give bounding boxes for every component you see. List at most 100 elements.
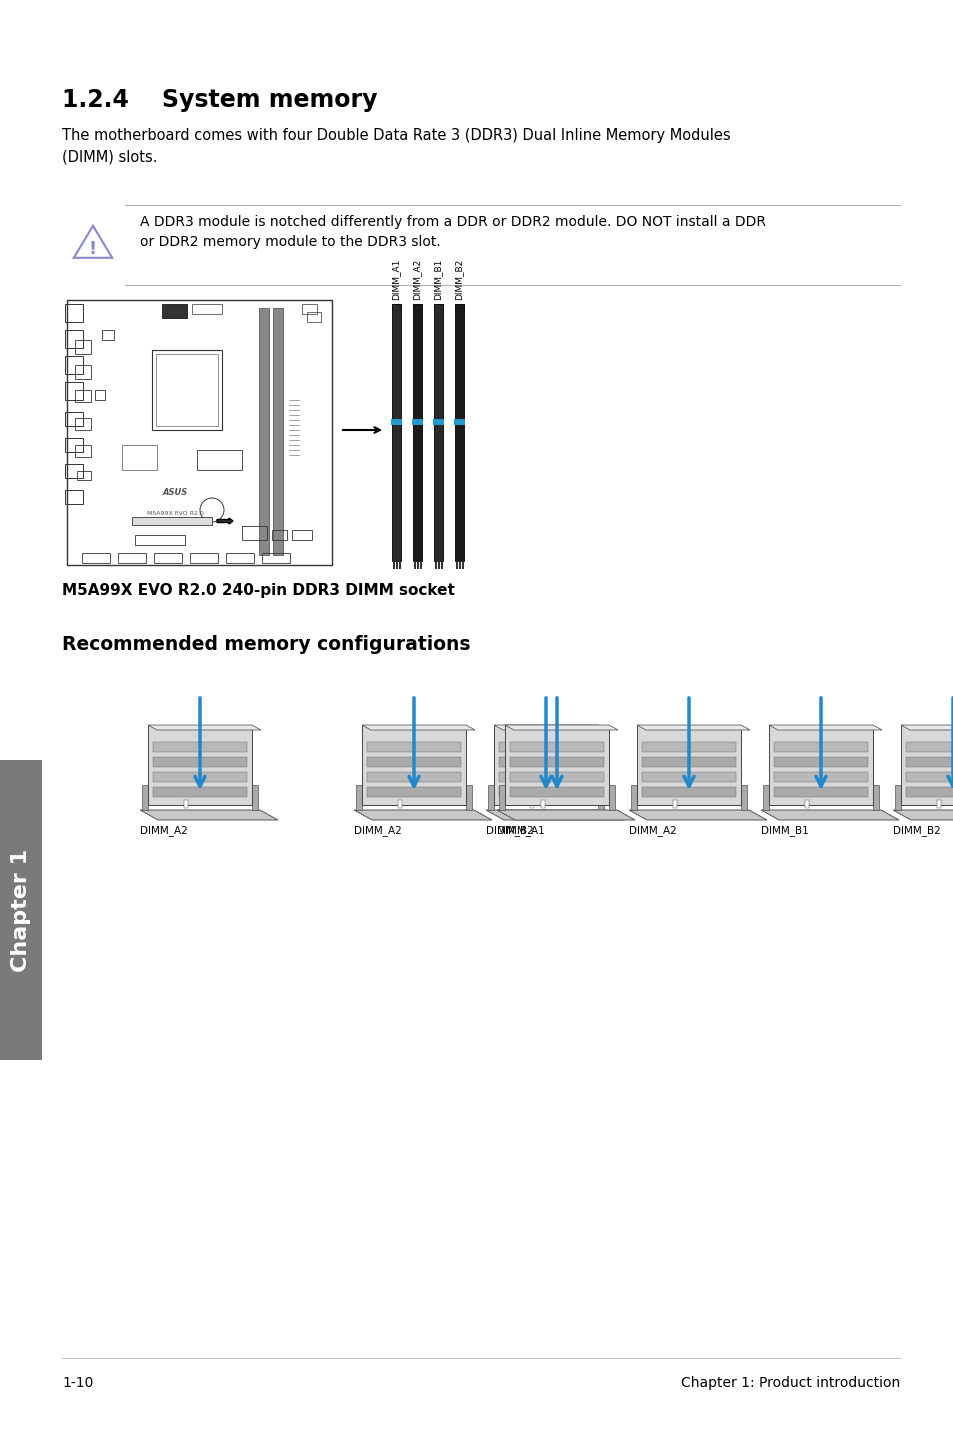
Text: DIMM_B2: DIMM_B2	[485, 825, 533, 835]
Bar	[82, 554, 110, 564]
Bar	[413, 303, 421, 561]
Bar	[673, 800, 677, 808]
Bar	[641, 787, 735, 797]
Polygon shape	[494, 725, 606, 731]
Bar	[530, 800, 534, 808]
Bar	[292, 531, 312, 541]
Text: DIMM_B1: DIMM_B1	[760, 825, 808, 835]
Polygon shape	[148, 725, 261, 731]
Bar	[414, 561, 416, 569]
Bar	[192, 303, 222, 313]
Bar	[102, 329, 113, 339]
Polygon shape	[892, 810, 953, 820]
Text: DIMM_B1: DIMM_B1	[433, 259, 442, 301]
Bar	[65, 413, 83, 426]
Bar	[905, 772, 953, 782]
Polygon shape	[497, 810, 635, 820]
Text: DIMM_A2: DIMM_A2	[140, 825, 188, 835]
Text: 1-10: 1-10	[62, 1376, 93, 1391]
Bar	[307, 312, 320, 322]
Polygon shape	[598, 785, 603, 810]
Bar	[498, 756, 593, 766]
Bar	[498, 772, 593, 782]
Bar	[455, 303, 463, 311]
Bar	[367, 756, 460, 766]
Bar	[456, 561, 457, 569]
Text: DIMM_B2: DIMM_B2	[892, 825, 940, 835]
Bar	[419, 561, 421, 569]
Polygon shape	[900, 725, 953, 731]
Polygon shape	[148, 725, 252, 805]
Bar	[413, 303, 421, 311]
Bar	[398, 561, 400, 569]
Bar	[393, 561, 395, 569]
Bar	[773, 742, 867, 752]
Bar	[258, 308, 269, 555]
Bar	[262, 554, 290, 564]
Polygon shape	[488, 785, 494, 810]
Polygon shape	[760, 810, 898, 820]
Bar	[437, 561, 439, 569]
Bar	[65, 303, 83, 322]
Bar	[118, 554, 146, 564]
Bar	[435, 561, 436, 569]
Text: The motherboard comes with four Double Data Rate 3 (DDR3) Dual Inline Memory Mod: The motherboard comes with four Double D…	[62, 128, 730, 164]
Bar	[162, 303, 187, 318]
Polygon shape	[504, 725, 608, 805]
Bar	[905, 742, 953, 752]
Bar	[65, 383, 83, 400]
Polygon shape	[465, 785, 472, 810]
Bar	[773, 772, 867, 782]
Bar	[937, 800, 941, 808]
Polygon shape	[872, 785, 878, 810]
Text: M5A99X EVO R2.0 240-pin DDR3 DIMM socket: M5A99X EVO R2.0 240-pin DDR3 DIMM socket	[62, 582, 455, 598]
Polygon shape	[142, 785, 148, 810]
Bar	[510, 756, 603, 766]
Bar	[65, 329, 83, 348]
Bar	[510, 787, 603, 797]
Bar	[75, 365, 91, 380]
Polygon shape	[768, 725, 872, 805]
Polygon shape	[637, 725, 749, 731]
Bar	[641, 772, 735, 782]
Text: ASUS: ASUS	[162, 487, 188, 498]
Bar	[67, 301, 332, 565]
Bar	[242, 526, 267, 541]
Bar	[416, 561, 418, 569]
Bar	[510, 742, 603, 752]
Polygon shape	[900, 725, 953, 805]
Bar	[152, 787, 247, 797]
Bar	[434, 303, 442, 311]
Polygon shape	[354, 810, 492, 820]
Bar	[454, 418, 464, 426]
Text: DIMM_A2: DIMM_A2	[628, 825, 676, 835]
Text: DIMM_B2: DIMM_B2	[454, 259, 463, 301]
Bar	[135, 535, 185, 545]
Bar	[498, 742, 593, 752]
Bar	[75, 418, 91, 430]
Text: Chapter 1: Product introduction: Chapter 1: Product introduction	[680, 1376, 899, 1391]
Text: !: !	[89, 240, 97, 257]
Bar	[152, 349, 222, 430]
Text: 1.2.4    System memory: 1.2.4 System memory	[62, 88, 377, 112]
Polygon shape	[630, 785, 637, 810]
Text: DIMM_A2: DIMM_A2	[354, 825, 401, 835]
Bar	[95, 390, 105, 400]
Bar	[77, 472, 91, 480]
Bar	[367, 787, 460, 797]
Bar	[367, 742, 460, 752]
Bar	[433, 418, 443, 426]
Bar	[122, 444, 157, 470]
Bar	[440, 561, 442, 569]
Bar	[65, 357, 83, 374]
Bar	[153, 554, 182, 564]
Bar	[184, 800, 188, 808]
Polygon shape	[762, 785, 768, 810]
Polygon shape	[740, 785, 746, 810]
Bar	[75, 390, 91, 403]
Bar	[196, 450, 242, 470]
Bar	[498, 787, 593, 797]
Polygon shape	[637, 725, 740, 805]
Polygon shape	[628, 810, 766, 820]
Bar	[510, 772, 603, 782]
